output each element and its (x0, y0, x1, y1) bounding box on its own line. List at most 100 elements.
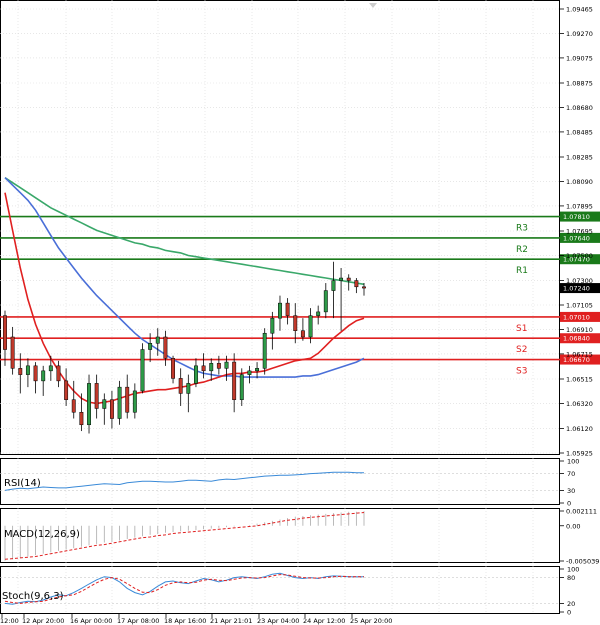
candle-body (3, 315, 7, 350)
price-axis: 1.09465 1.09270 1.09075 1.08875 1.08680 1.084… (560, 6, 593, 458)
level-price-badge (560, 354, 600, 365)
candle-body (270, 317, 275, 334)
candle-body (178, 378, 183, 394)
rsi-tick-label: 30 (567, 487, 575, 495)
time-tick-label: 12 Apr 20:00 (22, 617, 64, 625)
rsi-tick-label: 100 (567, 458, 579, 466)
candle-body (186, 383, 191, 394)
candle-body (232, 361, 237, 400)
time-tick-label: 21 Apr 21:01 (210, 617, 252, 625)
level-price-label: 1.06840 (563, 335, 590, 343)
level-price-label: 1.07810 (563, 213, 590, 221)
candle-body (33, 365, 38, 382)
price-tick-label: 1.07105 (566, 302, 593, 310)
time-tick-label: 18 Apr 16:00 (164, 617, 206, 625)
candle-body (300, 330, 305, 338)
stoch-label: Stoch(9,6,3) (2, 591, 64, 602)
candle-body (25, 365, 30, 375)
rsi-tick-label: 0 (567, 500, 571, 508)
price-tick-label: 1.06515 (566, 376, 593, 384)
candle-body (278, 302, 282, 319)
candle-body (71, 399, 76, 413)
candle-body (171, 358, 175, 379)
scroll-marker-icon[interactable] (369, 3, 377, 8)
candle-body (285, 302, 290, 316)
price-tick-label: 1.08285 (566, 154, 593, 162)
candle-body (224, 361, 229, 369)
candle-body (331, 280, 336, 291)
level-name: R1 (516, 266, 528, 276)
rsi-label: RSI(14) (4, 478, 41, 489)
level-price-label: 1.07010 (563, 313, 590, 321)
price-tick-label: 1.08680 (566, 104, 593, 112)
candle-body (140, 349, 145, 392)
candle-body (339, 277, 344, 281)
level-price-label: 1.06670 (563, 356, 590, 364)
price-tick-label: 1.08485 (566, 128, 593, 136)
time-tick-label: 17 Apr 08:00 (117, 617, 159, 625)
candles (3, 261, 366, 434)
candle-body (102, 399, 107, 409)
candle-body (194, 365, 198, 384)
price-tick-label: 1.07500 (566, 252, 593, 260)
ma-green-line (4, 177, 365, 286)
macd-label: MACD(12,26,9) (4, 529, 80, 540)
candle-body (255, 368, 260, 372)
candle-body (18, 368, 23, 375)
candle-body (209, 363, 214, 372)
level-price-badge (560, 333, 600, 344)
ma-red-line (4, 192, 365, 405)
stoch-tick-label: 100 (567, 566, 579, 574)
last-price-badge (560, 283, 600, 294)
candle-body (316, 311, 321, 316)
price-tick-label: 1.06120 (566, 425, 593, 433)
candle-body (163, 336, 168, 359)
rsi-panel: 100 70 30 0 RSI(14) (0, 458, 579, 508)
ma-blue-line (4, 177, 365, 378)
price-tick-label: 1.06715 (566, 350, 593, 358)
candle-body (79, 411, 84, 426)
time-tick-label: 25 Apr 20:00 (350, 617, 392, 625)
time-axis: 12:00 12 Apr 20:00 16 Apr 00:00 17 Apr 08:0… (0, 614, 392, 625)
candle-body (216, 363, 221, 369)
candle-body (87, 383, 91, 426)
price-tick-label: 1.07300 (566, 277, 593, 285)
candle-body (247, 370, 252, 375)
price-tick-label: 1.08875 (566, 80, 593, 88)
price-tick-label: 1.09270 (566, 30, 593, 38)
rsi-line (4, 471, 364, 491)
level-price-badge (560, 232, 600, 243)
candle-body (354, 280, 359, 288)
price-tick-label: 1.07895 (566, 202, 593, 210)
time-tick-label: 24 Apr 12:00 (303, 617, 345, 625)
level-price-label: 1.07640 (563, 234, 590, 242)
level-name: R2 (516, 245, 528, 255)
level-name: S2 (516, 345, 527, 355)
panel-frame (0, 508, 560, 563)
macd-panel: 0.002111 0.00 -0.005039 MACD(12,26,9) (4, 508, 599, 566)
candle-body (125, 386, 130, 413)
candle-body (109, 399, 114, 419)
macd-signal-line (4, 512, 365, 560)
candle-body (346, 277, 351, 281)
panel-frame (0, 0, 560, 455)
moving-averages (4, 177, 365, 405)
macd-tick-label: 0.00 (566, 522, 580, 530)
macd-tick-label: 0.002111 (566, 508, 597, 516)
candle-body (64, 380, 69, 400)
price-tick-label: 1.05925 (566, 450, 593, 458)
macd-tick-label: -0.005039 (566, 558, 599, 566)
price-tick-label: 1.08090 (566, 178, 593, 186)
time-tick-label: 12:00 (0, 617, 19, 625)
time-tick-label: 16 Apr 00:00 (70, 617, 112, 625)
candle-body (293, 315, 298, 331)
candle-body (201, 365, 206, 372)
price-tick-label: 1.06320 (566, 400, 593, 408)
price-tick-label: 1.06910 (566, 326, 593, 334)
candle-body (117, 386, 122, 419)
candle-body (56, 365, 61, 382)
candle-body (155, 336, 160, 344)
candle-body (48, 365, 53, 372)
stoch-tick-label: 0 (567, 609, 571, 617)
